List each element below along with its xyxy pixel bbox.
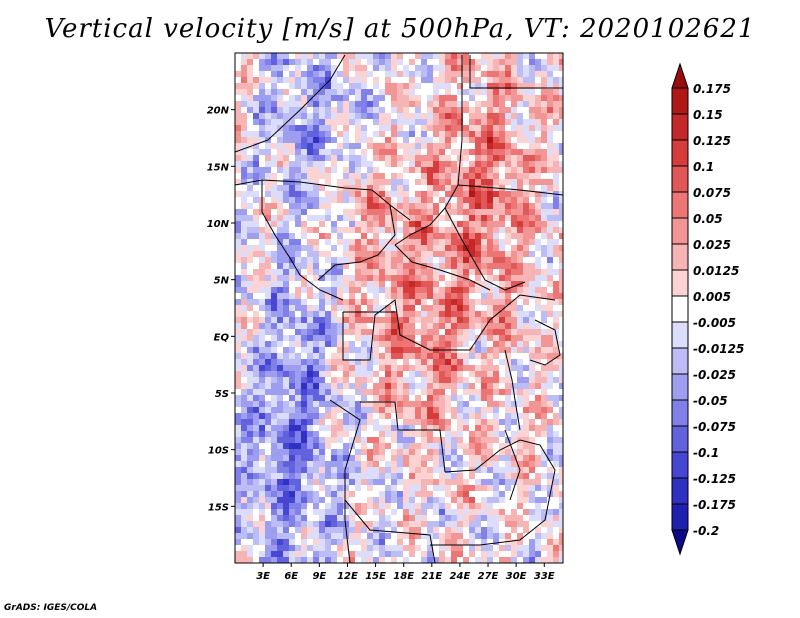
colorbar-label: 0.0125 — [693, 264, 739, 278]
colorbar-label: -0.175 — [693, 498, 736, 512]
lon-tick-label: 30E — [506, 571, 527, 582]
lat-tick-label: 10N — [207, 219, 230, 230]
colorbar-swatch — [671, 87, 689, 115]
border-line — [329, 399, 361, 563]
colorbar-label: -0.0125 — [693, 342, 744, 356]
lon-tick-label: 6E — [284, 571, 298, 582]
colorbar-swatch — [671, 191, 689, 219]
border-line — [504, 349, 521, 431]
colorbar-swatch — [671, 243, 689, 271]
lon-tick-label: 24E — [450, 571, 471, 582]
country-borders — [235, 54, 563, 563]
colorbar-label: 0.025 — [693, 238, 731, 252]
lon-tick-label: 9E — [312, 571, 326, 582]
colorbar-swatch — [671, 295, 689, 323]
longitude-tick-labels: 3E 6E 9E 12E 15E 18E 21E 24E 27E 30E 33E — [256, 563, 555, 582]
colorbar-swatch — [671, 217, 689, 245]
lon-tick-label: 27E — [478, 571, 499, 582]
map-title: Vertical velocity [m/s] at 500hPa, VT: 2… — [44, 14, 756, 44]
map-border — [234, 52, 564, 564]
border-line — [344, 499, 436, 563]
lat-tick-label: 20N — [207, 106, 230, 117]
colorbar-label: -0.05 — [693, 394, 728, 408]
border-line — [444, 207, 526, 291]
lat-tick-label: EQ — [214, 332, 230, 343]
colorbar-label: 0.005 — [693, 290, 731, 304]
credit-text: GrADS: IGES/COLA — [4, 603, 98, 613]
border-line — [469, 55, 563, 89]
lat-tick-label: 15S — [208, 502, 229, 513]
lon-tick-label: 12E — [337, 571, 358, 582]
colorbar-swatch — [671, 321, 689, 349]
lon-tick-label: 18E — [393, 571, 414, 582]
lat-tick-label: 10S — [208, 446, 229, 457]
lon-tick-label: 3E — [256, 571, 270, 582]
lat-tick-label: 5S — [215, 389, 229, 400]
lon-tick-label: 15E — [365, 571, 386, 582]
border-line — [457, 184, 563, 196]
colorbar: 0.175 0.15 0.125 0.1 0.075 0.05 0.025 0.0125 0.0… — [671, 62, 744, 556]
border-line — [529, 319, 561, 366]
colorbar-swatch — [671, 269, 689, 297]
velocity-field — [235, 53, 563, 563]
border-line — [394, 244, 491, 291]
colorbar-label: 0.075 — [693, 186, 731, 200]
colorbar-label: 0.175 — [693, 82, 731, 96]
colorbar-swatch — [671, 451, 689, 479]
colorbar-label: -0.125 — [693, 472, 736, 486]
colorbar-swatch — [671, 477, 689, 505]
colorbar-label: 0.05 — [693, 212, 723, 226]
colorbar-swatch — [671, 399, 689, 427]
lon-tick-label: 33E — [534, 571, 555, 582]
colorbar-label: 0.125 — [693, 134, 731, 148]
border-line — [261, 180, 344, 301]
border-line — [342, 294, 556, 361]
colorbar-swatch — [671, 165, 689, 193]
colorbar-label: -0.2 — [693, 524, 719, 538]
map-frame — [234, 52, 564, 564]
lat-tick-label: 15N — [207, 162, 230, 173]
border-line — [235, 54, 346, 153]
colorbar-label: -0.1 — [693, 446, 719, 460]
lon-tick-label: 21E — [421, 571, 442, 582]
colorbar-bottom-arrow — [671, 529, 689, 556]
border-line — [360, 401, 446, 473]
colorbar-label: -0.025 — [693, 368, 736, 382]
colorbar-label: 0.1 — [693, 160, 714, 174]
colorbar-label: -0.005 — [693, 316, 736, 330]
colorbar-label: 0.15 — [693, 108, 723, 122]
colorbar-swatch — [671, 425, 689, 453]
border-line — [317, 204, 396, 281]
colorbar-swatch — [671, 347, 689, 375]
colorbar-swatch — [671, 373, 689, 401]
border-line — [504, 429, 521, 501]
colorbar-swatch — [671, 503, 689, 531]
lat-tick-label: 5N — [214, 276, 230, 287]
colorbar-label: -0.075 — [693, 420, 736, 434]
border-line — [430, 439, 556, 546]
latitude-tick-labels: 20N 15N 10N 5N EQ 5S 10S 15S — [207, 106, 235, 513]
colorbar-top-arrow — [671, 62, 689, 89]
colorbar-swatch — [671, 139, 689, 167]
colorbar-swatch — [671, 113, 689, 141]
